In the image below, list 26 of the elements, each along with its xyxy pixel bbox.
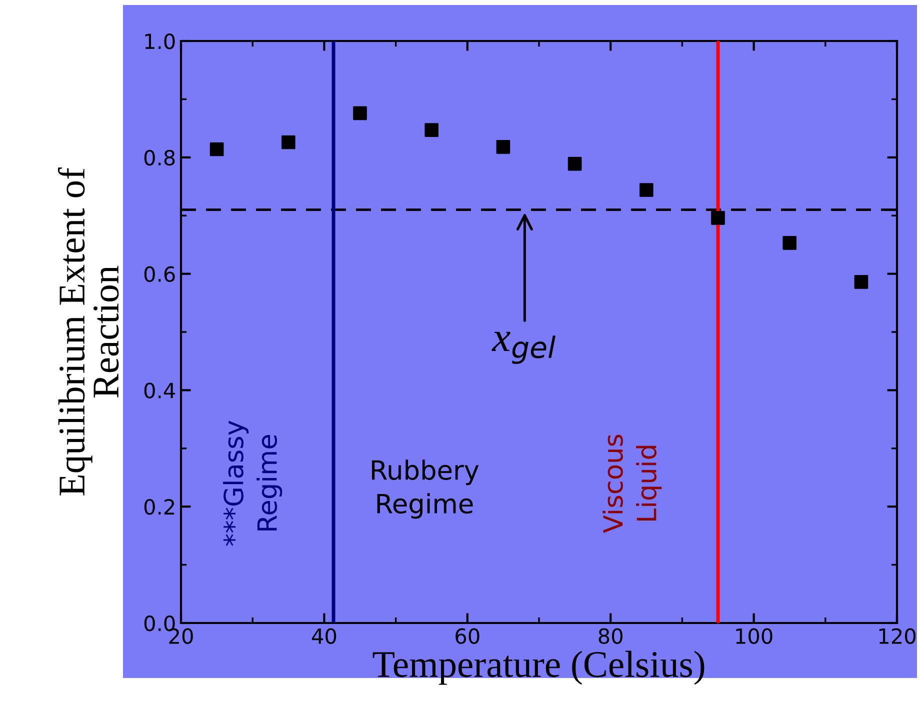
point	[782, 236, 797, 250]
x-tick-label: 80	[598, 628, 622, 644]
point	[639, 183, 654, 197]
y-tick-label: 0.4	[144, 382, 175, 398]
point	[424, 123, 439, 137]
annotation: Rubbery Regime	[372, 460, 479, 519]
x-tick-label: 120	[879, 628, 916, 644]
x-tick-label: 60	[456, 628, 480, 644]
y-tick-label: 0.2	[144, 499, 174, 515]
point	[353, 106, 367, 120]
point	[854, 275, 868, 289]
y-tick-label: 0.8	[144, 150, 175, 166]
x-tick-label: 100	[736, 628, 772, 644]
point	[281, 135, 296, 150]
y-tick-label: 0.6	[144, 266, 175, 282]
x-tick-label: 40	[312, 628, 336, 644]
point	[711, 211, 725, 225]
y-tick-label: 1.0	[145, 33, 175, 50]
point	[568, 156, 582, 171]
annotation: x$_{gel}$	[492, 332, 556, 364]
annotation: Viscous Liquid	[602, 434, 662, 533]
point	[210, 142, 224, 156]
x-axis-title: Temperature (Celsius)	[372, 650, 704, 685]
y-axis-title: Equilibrium Extent of Reaction	[58, 167, 119, 496]
point	[496, 140, 510, 154]
annotation: ***Glassy Regime	[223, 420, 282, 546]
